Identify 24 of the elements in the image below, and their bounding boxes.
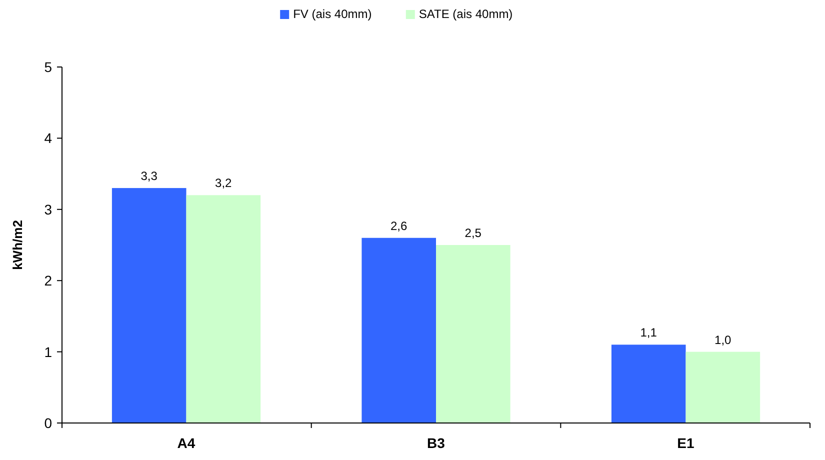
x-tick-label: A4 (177, 435, 196, 451)
bar (436, 245, 510, 423)
x-tick-label: B3 (427, 435, 446, 451)
data-label: 3,3 (140, 169, 158, 184)
y-tick-label: 4 (44, 130, 52, 146)
y-tick-label: 3 (44, 201, 52, 218)
bar (611, 344, 686, 423)
data-label: 2,6 (390, 218, 408, 233)
legend-label: SATE (ais 40mm) (418, 7, 513, 21)
legend-label: FV (ais 40mm) (293, 7, 372, 21)
x-tick-label: E1 (677, 435, 695, 451)
bar (186, 195, 261, 423)
data-label: 1,0 (714, 332, 732, 347)
bar (112, 188, 186, 423)
y-axis-title: kWh/m2 (10, 220, 25, 270)
data-label: 1,1 (640, 326, 658, 340)
y-tick-label: 1 (44, 344, 52, 360)
y-tick-label: 5 (44, 59, 52, 75)
data-label: 3,2 (215, 176, 232, 190)
data-label: 2,5 (464, 226, 482, 240)
bar (686, 352, 760, 423)
y-tick-label: 0 (44, 415, 52, 431)
y-tick-label: 2 (44, 272, 52, 289)
bar (362, 238, 436, 423)
